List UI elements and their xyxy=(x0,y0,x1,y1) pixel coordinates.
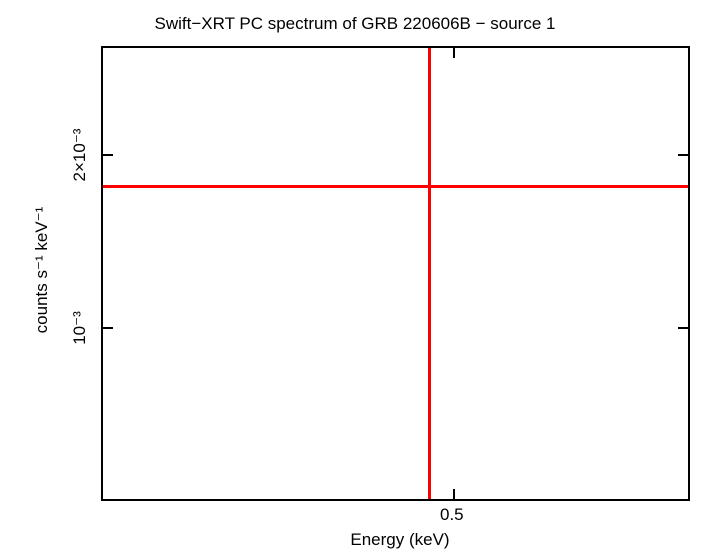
chart-title: Swift−XRT PC spectrum of GRB 220606B − s… xyxy=(0,14,710,34)
spectrum-chart: Swift−XRT PC spectrum of GRB 220606B − s… xyxy=(0,0,710,556)
x-axis-label: Energy (keV) xyxy=(300,530,500,550)
y-tick-2e-3-right xyxy=(678,154,688,156)
x-tick-0p5-bottom xyxy=(453,489,455,499)
y-axis-label: counts s⁻¹ keV⁻¹ xyxy=(32,170,52,370)
plot-area xyxy=(101,46,690,501)
x-tick-label-0p5: 0.5 xyxy=(440,505,464,525)
x-tick-0p5-top xyxy=(453,48,455,58)
y-tick-1e-3-left xyxy=(103,327,113,329)
y-tick-label-2e-3: 2×10⁻³ xyxy=(70,120,90,190)
error-bar-y xyxy=(428,48,431,499)
error-bar-x xyxy=(103,185,688,188)
y-tick-2e-3-left xyxy=(103,154,113,156)
y-tick-label-1e-3: 10⁻³ xyxy=(70,308,90,348)
y-tick-1e-3-right xyxy=(678,327,688,329)
